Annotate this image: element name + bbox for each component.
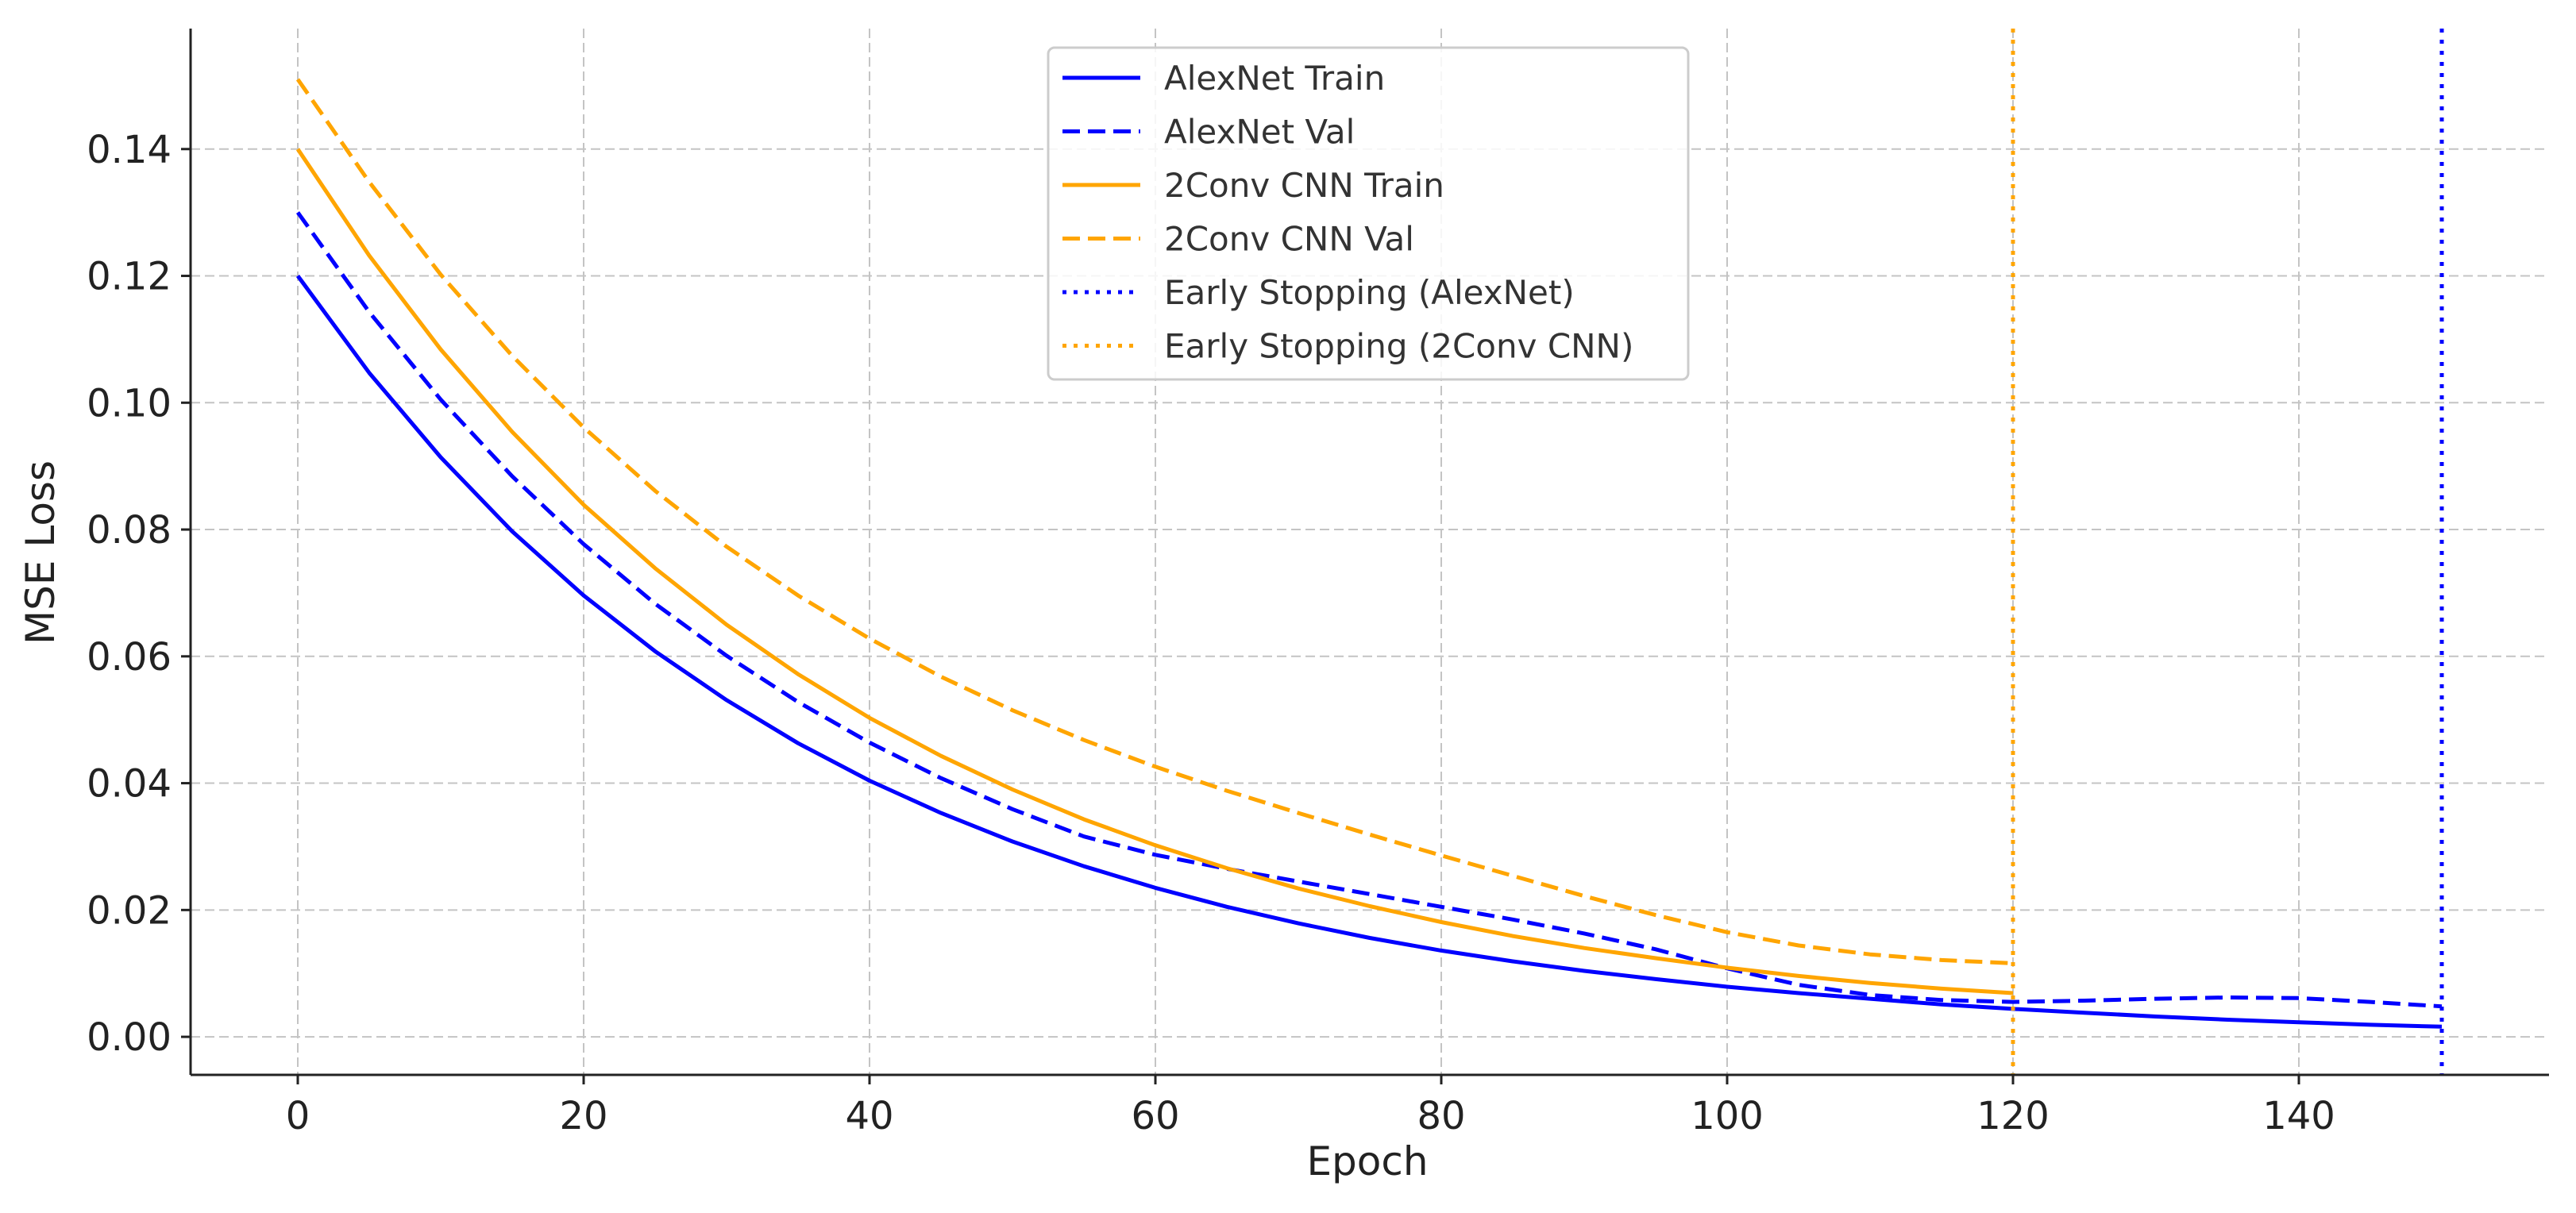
- y-tick-label: 0.08: [87, 508, 172, 553]
- y-tick-label: 0.06: [87, 635, 172, 680]
- x-tick-label: 120: [1976, 1094, 2050, 1138]
- y-tick-label: 0.02: [87, 888, 172, 933]
- series-layer: [295, 29, 2444, 1075]
- legend: AlexNet Train AlexNet Val 2Conv CNN Train 2…: [1047, 46, 1690, 381]
- x-tick-label: 20: [559, 1094, 607, 1138]
- legend-label-2conv-cnn-val: 2Conv CNN Val: [1164, 220, 1414, 259]
- y-axis-label: MSE Loss: [17, 460, 64, 645]
- series-alexnet-val: [295, 211, 2443, 1009]
- legend-label-early-stopping-alexnet: Early Stopping (AlexNet): [1164, 273, 1575, 312]
- x-tick-label: 100: [1691, 1094, 1764, 1138]
- x-tick-label: 60: [1131, 1094, 1179, 1138]
- legend-label-early-stopping-2conv-cnn: Early Stopping (2Conv CNN): [1164, 327, 1633, 366]
- legend-label-2conv-cnn-train: 2Conv CNN Train: [1164, 166, 1444, 205]
- series-2conv-cnn-val: [295, 78, 2014, 965]
- x-tick-label: 80: [1417, 1094, 1465, 1138]
- y-tick-label: 0.00: [87, 1015, 172, 1060]
- y-tick-label: 0.12: [87, 255, 172, 299]
- y-tick-label: 0.14: [87, 128, 172, 172]
- series-2conv-cnn-train: [295, 148, 2014, 995]
- y-tick-label: 0.10: [87, 381, 172, 426]
- x-tick-label: 140: [2262, 1094, 2335, 1138]
- grid-layer: [191, 29, 2549, 1075]
- x-tick-label: 40: [845, 1094, 893, 1138]
- legend-label-alexnet-train: AlexNet Train: [1164, 59, 1385, 98]
- x-axis-label: Epoch: [1306, 1138, 1428, 1184]
- x-tick-label: 0: [286, 1094, 310, 1138]
- ticks-layer: 0 20 40 60 80 100 120 140 0.00 0.02 0.04 0.06 0.08 0.…: [87, 128, 2335, 1138]
- series-alexnet-train: [295, 275, 2443, 1029]
- y-tick-label: 0.04: [87, 762, 172, 807]
- legend-label-alexnet-val: AlexNet Val: [1164, 113, 1355, 152]
- legend-box: [1047, 46, 1690, 381]
